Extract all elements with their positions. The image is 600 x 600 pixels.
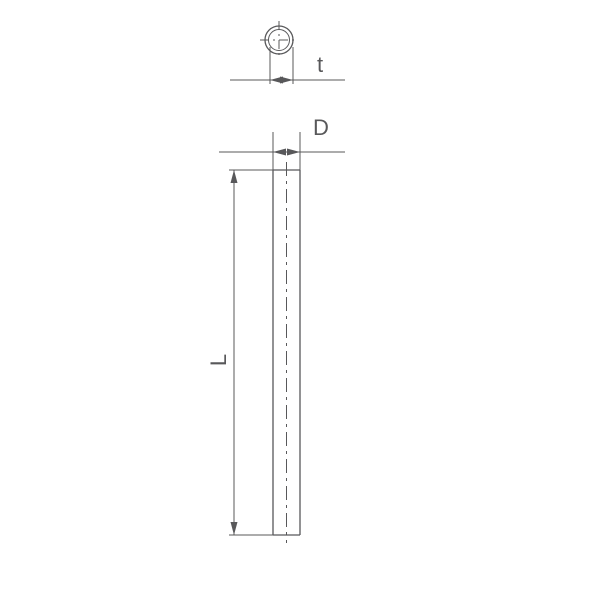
label-l: L <box>206 354 231 366</box>
label-d: D <box>313 115 329 140</box>
label-t: t <box>317 52 323 77</box>
